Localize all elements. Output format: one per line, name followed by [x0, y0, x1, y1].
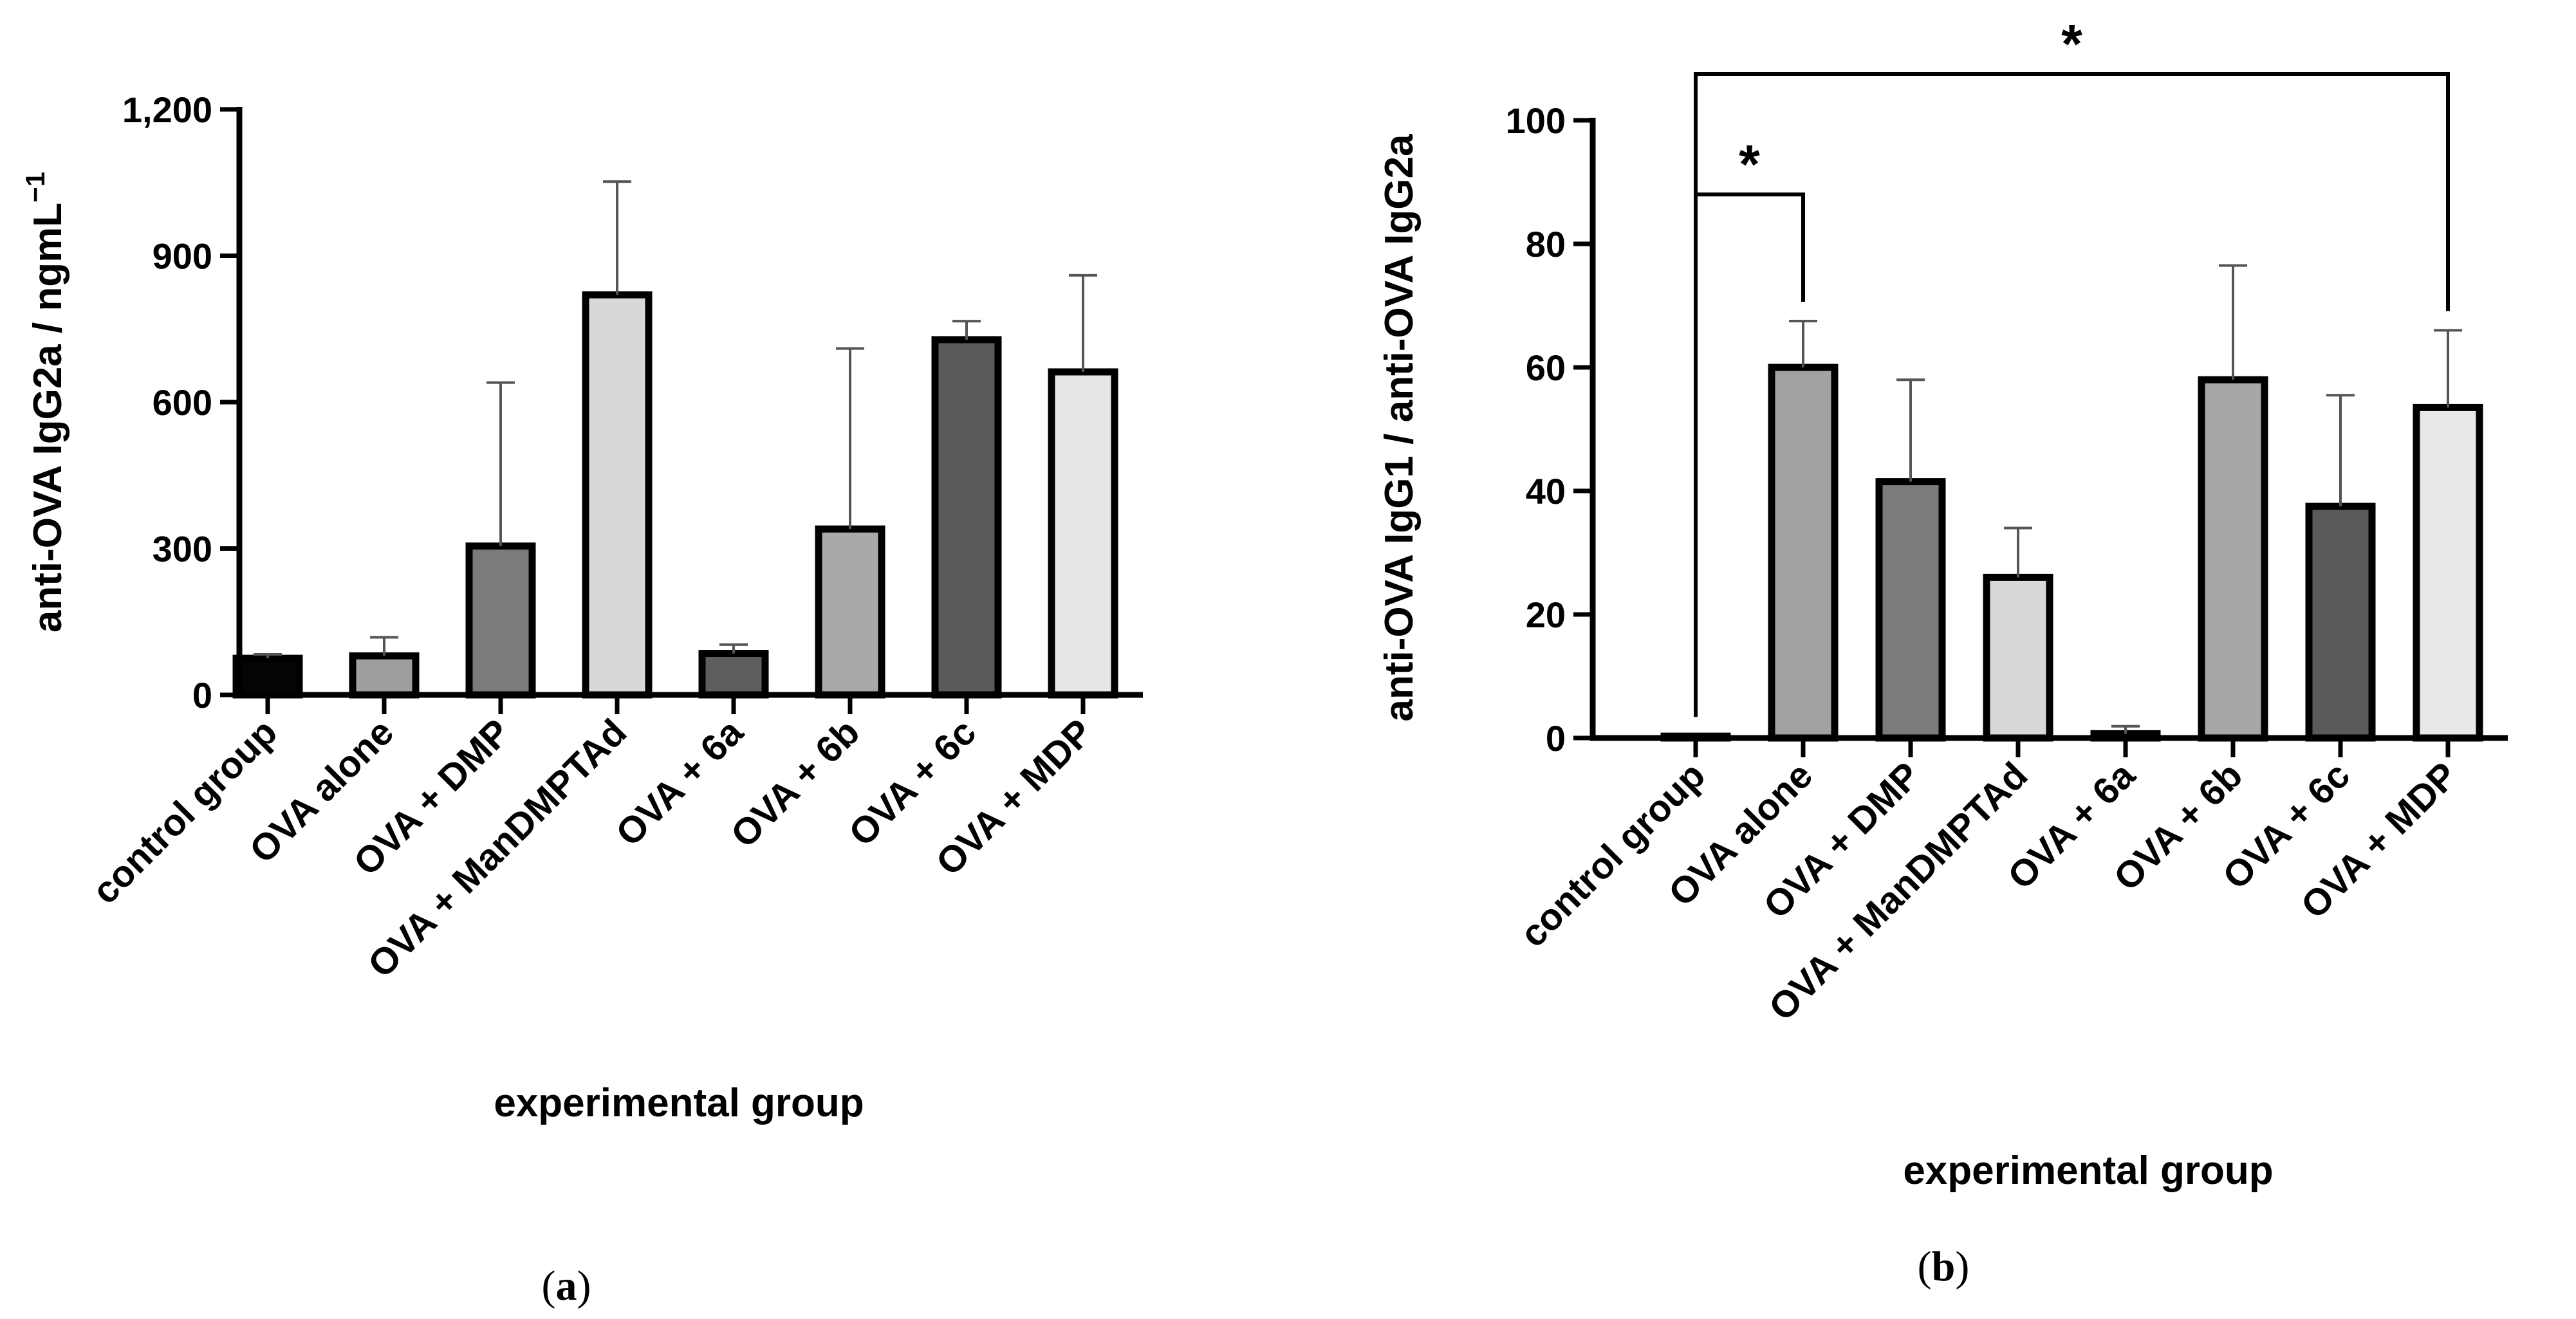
x-tick-label: OVA + 6b: [723, 711, 867, 856]
y-tick-label: 0: [1546, 718, 1566, 759]
x-axis-title: experimental group: [494, 1081, 864, 1125]
panel-label-suffix: ): [1955, 1243, 1969, 1290]
panel-label-prefix: (: [1918, 1243, 1932, 1290]
x-tick-label: control group: [84, 711, 286, 912]
significance-bracket: [1694, 72, 2450, 717]
bar: [465, 542, 536, 699]
panel-label-letter: b: [1932, 1243, 1956, 1290]
y-axis-title-superscript: −1: [20, 172, 50, 203]
y-tick-label: 60: [1526, 347, 1566, 388]
y-axis-title: anti-OVA IgG2a / ngmL−1: [20, 172, 70, 632]
bar: [1768, 364, 1839, 742]
bar: [2413, 403, 2483, 742]
bar: [815, 525, 885, 699]
y-axis-title-text: anti-OVA IgG1 / anti-OVA IgG2a: [1377, 134, 1422, 721]
x-tick-label: control group: [1512, 754, 1714, 955]
bar: [1875, 478, 1946, 742]
significance-star: *: [1739, 134, 1760, 194]
y-tick-label: 1,200: [122, 89, 212, 130]
bar: [1048, 368, 1118, 699]
y-tick-label: 40: [1526, 471, 1566, 512]
bar: [2198, 376, 2268, 742]
y-axis-title-text: anti-OVA IgG2a / ngmL: [26, 203, 70, 632]
y-tick-label: 900: [153, 236, 212, 277]
y-tick-label: 100: [1506, 100, 1566, 141]
panel-label: (a): [542, 1262, 591, 1309]
bar: [582, 291, 653, 699]
significance-star: *: [2061, 14, 2082, 74]
panel-label-letter: a: [556, 1262, 577, 1309]
panel-label-prefix: (: [542, 1262, 556, 1309]
x-axis-title: experimental group: [1903, 1148, 2273, 1193]
bar: [232, 654, 303, 699]
y-tick-label: 300: [153, 529, 212, 569]
y-tick-label: 20: [1526, 595, 1566, 635]
y-axis-title: anti-OVA IgG1 / anti-OVA IgG2a: [1377, 134, 1422, 721]
y-tick-label: 600: [153, 382, 212, 423]
bar: [349, 652, 420, 699]
y-tick-label: 80: [1526, 224, 1566, 264]
panel-label: (b): [1918, 1243, 1970, 1290]
bar: [2305, 503, 2376, 742]
bar: [698, 650, 769, 699]
bar: [931, 336, 1002, 699]
y-tick-label: 0: [192, 675, 212, 715]
bar: [1983, 573, 2053, 742]
panel-label-suffix: ): [577, 1262, 591, 1309]
